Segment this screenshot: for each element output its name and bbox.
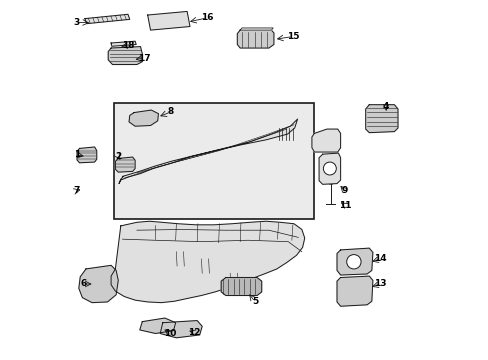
Text: 9: 9 — [341, 186, 347, 195]
Text: 12: 12 — [188, 328, 200, 337]
Polygon shape — [129, 110, 158, 126]
Polygon shape — [311, 129, 340, 152]
Text: 8: 8 — [167, 107, 174, 116]
Polygon shape — [336, 276, 372, 306]
Polygon shape — [140, 318, 175, 333]
Circle shape — [346, 255, 360, 269]
Text: 2: 2 — [115, 152, 121, 161]
Polygon shape — [147, 12, 190, 30]
Text: 7: 7 — [73, 186, 80, 195]
Text: 18: 18 — [122, 41, 134, 50]
Text: 3: 3 — [73, 18, 80, 27]
Polygon shape — [111, 221, 304, 303]
Polygon shape — [79, 265, 118, 303]
Circle shape — [323, 162, 336, 175]
Polygon shape — [336, 248, 372, 275]
Polygon shape — [221, 278, 261, 296]
Polygon shape — [240, 28, 273, 30]
Text: 13: 13 — [374, 279, 386, 288]
Text: 15: 15 — [286, 32, 299, 41]
Text: 4: 4 — [382, 102, 388, 111]
Text: 1: 1 — [73, 150, 80, 159]
Polygon shape — [115, 157, 135, 172]
Polygon shape — [77, 147, 97, 163]
Text: 10: 10 — [163, 329, 176, 338]
Text: 6: 6 — [81, 279, 87, 288]
Text: 14: 14 — [374, 255, 386, 264]
Text: 16: 16 — [200, 13, 213, 22]
Polygon shape — [85, 14, 129, 24]
Polygon shape — [237, 30, 273, 48]
Polygon shape — [319, 153, 340, 184]
Polygon shape — [119, 119, 297, 184]
Bar — [113, 103, 314, 220]
Text: 17: 17 — [138, 54, 150, 63]
Polygon shape — [108, 46, 142, 64]
Polygon shape — [160, 320, 202, 338]
Polygon shape — [111, 41, 136, 46]
Text: 5: 5 — [252, 297, 258, 306]
Text: 11: 11 — [338, 201, 350, 210]
Polygon shape — [365, 105, 397, 133]
